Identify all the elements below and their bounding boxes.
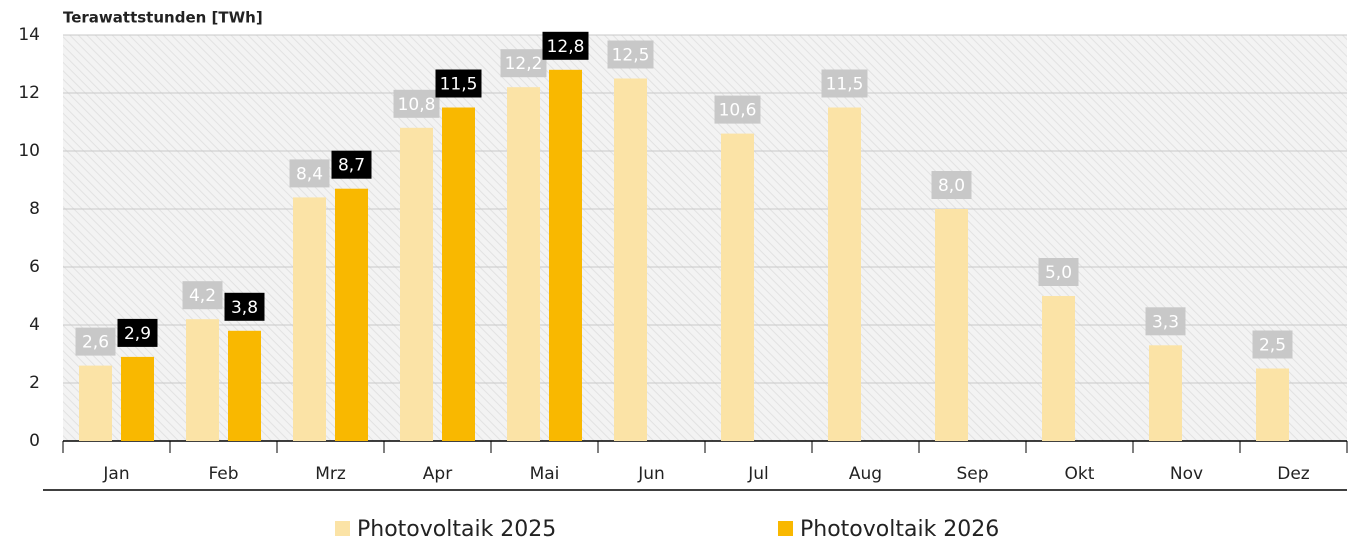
value-label-box — [931, 171, 972, 199]
value-label: 12,5 — [612, 46, 650, 66]
value-label: 10,6 — [719, 101, 757, 121]
value-label-box — [224, 292, 265, 321]
value-label: 4,2 — [189, 286, 216, 306]
value-label: 8,4 — [296, 164, 323, 184]
bar — [186, 319, 219, 441]
value-label: 11,5 — [440, 75, 478, 95]
value-label: 3,8 — [231, 298, 258, 318]
value-label-box — [75, 327, 116, 356]
value-label-box — [117, 318, 158, 347]
bar — [400, 127, 433, 442]
bar — [1256, 368, 1289, 441]
bar — [1149, 345, 1182, 441]
y-axis-title: Terawattstunden [TWh] — [63, 9, 263, 27]
value-label: 2,9 — [124, 324, 151, 344]
value-label-box — [607, 40, 654, 69]
bar — [228, 330, 261, 441]
value-label: 2,5 — [1259, 336, 1286, 356]
y-tick-label: 2 — [29, 373, 40, 393]
x-tick-label: Jul — [747, 464, 769, 484]
value-label-box — [542, 31, 589, 60]
value-label-box — [393, 89, 440, 118]
bar — [828, 107, 861, 441]
value-label-box — [500, 49, 547, 78]
value-label: 12,8 — [547, 37, 585, 57]
bar — [335, 188, 368, 441]
value-label: 2,6 — [82, 333, 109, 353]
value-label-box — [1252, 330, 1293, 359]
bar — [549, 69, 582, 442]
bar — [121, 356, 154, 441]
value-label: 5,0 — [1045, 263, 1072, 283]
y-tick-label: 10 — [18, 141, 40, 161]
y-tick-label: 8 — [29, 199, 40, 219]
y-tick-label: 0 — [29, 431, 40, 451]
legend-swatch — [335, 521, 350, 536]
bar — [293, 197, 326, 441]
value-label-box — [714, 95, 761, 124]
x-tick-label: Feb — [208, 464, 238, 484]
x-tick-label: Mrz — [315, 464, 346, 484]
x-tick-label: Sep — [956, 464, 988, 484]
x-tick-label: Dez — [1277, 464, 1310, 484]
x-tick-label: Nov — [1170, 464, 1203, 484]
value-label: 3,3 — [1152, 312, 1179, 332]
value-label-box — [435, 69, 482, 98]
x-tick-label: Jun — [637, 464, 665, 484]
bar — [614, 78, 647, 441]
value-label-box — [331, 150, 372, 179]
bar — [721, 133, 754, 441]
legend-label: Photovoltaik 2025 — [357, 517, 556, 542]
bar — [442, 107, 475, 441]
bar — [935, 209, 968, 441]
y-tick-label: 6 — [29, 257, 40, 277]
value-label-box — [1038, 258, 1079, 286]
bar — [507, 87, 540, 441]
x-tick-label: Aug — [849, 464, 882, 484]
x-tick-label: Mai — [530, 464, 560, 484]
bar — [79, 365, 112, 441]
legend-label: Photovoltaik 2026 — [800, 517, 999, 542]
value-label-box — [182, 281, 223, 310]
value-label: 8,0 — [938, 176, 965, 196]
y-tick-label: 12 — [18, 83, 40, 103]
value-label: 10,8 — [398, 95, 436, 115]
value-label: 12,2 — [505, 54, 543, 74]
legend-swatch — [778, 521, 793, 536]
x-tick-label: Okt — [1065, 464, 1095, 484]
x-tick-label: Apr — [423, 464, 452, 484]
y-tick-label: 4 — [29, 315, 40, 335]
value-label: 11,5 — [826, 75, 864, 95]
value-label-box — [821, 69, 868, 98]
y-tick-label: 14 — [18, 25, 40, 45]
bar — [1042, 296, 1075, 441]
plot-background — [63, 35, 1347, 441]
value-label-box — [1145, 307, 1186, 336]
value-label-box — [289, 159, 330, 188]
value-label: 8,7 — [338, 156, 365, 176]
x-tick-label: Jan — [102, 464, 129, 484]
